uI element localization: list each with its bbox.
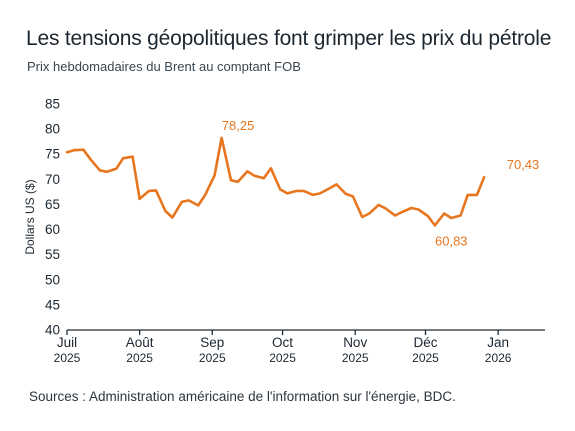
x-axis: Juil2025Août2025Sep2025Oct2025Nov2025Déc…: [54, 329, 545, 365]
x-tick-label: Déc: [413, 335, 437, 350]
chart-source: Sources : Administration américaine de l…: [29, 389, 456, 404]
x-tick-year-label: 2025: [342, 351, 369, 365]
x-tick-label: Jan: [487, 335, 509, 350]
y-tick-label: 70: [45, 172, 60, 187]
x-tick-label: Nov: [343, 335, 367, 350]
chart-subtitle: Prix hebdomadaires du Brent au comptant …: [27, 59, 301, 74]
y-tick-label: 65: [45, 197, 60, 212]
y-tick-label: 85: [45, 97, 60, 112]
x-tick-label: Oct: [272, 335, 293, 350]
chart-title: Les tensions géopolitiques font grimper …: [26, 27, 552, 50]
data-label: 78,25: [222, 118, 255, 133]
x-tick-year-label: 2025: [54, 351, 81, 365]
y-tick-label: 40: [45, 323, 60, 338]
x-tick-label: Août: [126, 335, 154, 350]
data-label: 70,43: [507, 157, 540, 172]
y-tick-label: 60: [45, 222, 60, 237]
x-tick-year-label: 2025: [126, 351, 153, 365]
y-tick-label: 50: [45, 272, 60, 287]
y-axis: 40 45 50 55 60 65 70 75 80 85: [45, 97, 60, 338]
x-tick-year-label: 2025: [199, 351, 226, 365]
y-tick-label: 45: [45, 297, 60, 312]
data-label: 60,83: [435, 233, 468, 248]
x-tick-year-label: 2025: [412, 351, 439, 365]
series-group: [65, 136, 486, 227]
x-tick-year-label: 2026: [485, 351, 512, 365]
y-tick-label: 75: [45, 147, 60, 162]
x-tick-label: Sep: [200, 335, 224, 350]
x-tick-label: Juil: [57, 335, 77, 350]
y-axis-label: Dollars US ($): [23, 179, 37, 254]
x-tick-year-label: 2025: [269, 351, 296, 365]
y-tick-label: 80: [45, 122, 60, 137]
y-tick-label: 55: [45, 247, 60, 262]
series-line: [65, 136, 486, 227]
annotations: 78,25 60,83 70,43: [222, 118, 539, 248]
